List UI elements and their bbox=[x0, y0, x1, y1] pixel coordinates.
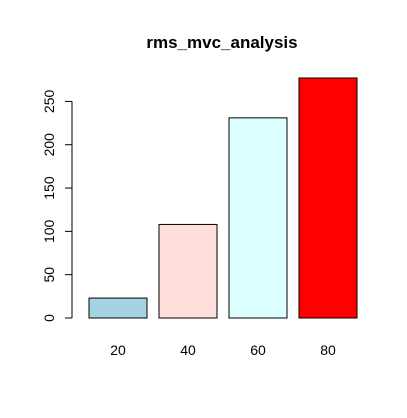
x-tick-labels: 20 40 60 80 bbox=[110, 342, 336, 358]
bar-80 bbox=[298, 77, 358, 319]
y-tick-label-50: 50 bbox=[41, 267, 57, 283]
bar-40 bbox=[158, 223, 218, 319]
y-tick-label-250: 250 bbox=[41, 90, 57, 114]
chart-title: rms_mvc_analysis bbox=[146, 33, 297, 52]
x-tick-label-20: 20 bbox=[110, 342, 126, 358]
x-tick-label-60: 60 bbox=[250, 342, 266, 358]
y-axis: 0 50 100 150 200 250 bbox=[41, 90, 73, 322]
x-tick-label-80: 80 bbox=[320, 342, 336, 358]
y-tick-label-150: 150 bbox=[41, 176, 57, 200]
bar-20 bbox=[88, 297, 148, 319]
y-tick-label-0: 0 bbox=[41, 314, 57, 322]
y-tick-label-100: 100 bbox=[41, 219, 57, 243]
x-tick-label-40: 40 bbox=[180, 342, 196, 358]
bar-60 bbox=[228, 117, 288, 319]
y-tick-label-200: 200 bbox=[41, 133, 57, 157]
bars-group bbox=[88, 77, 358, 319]
